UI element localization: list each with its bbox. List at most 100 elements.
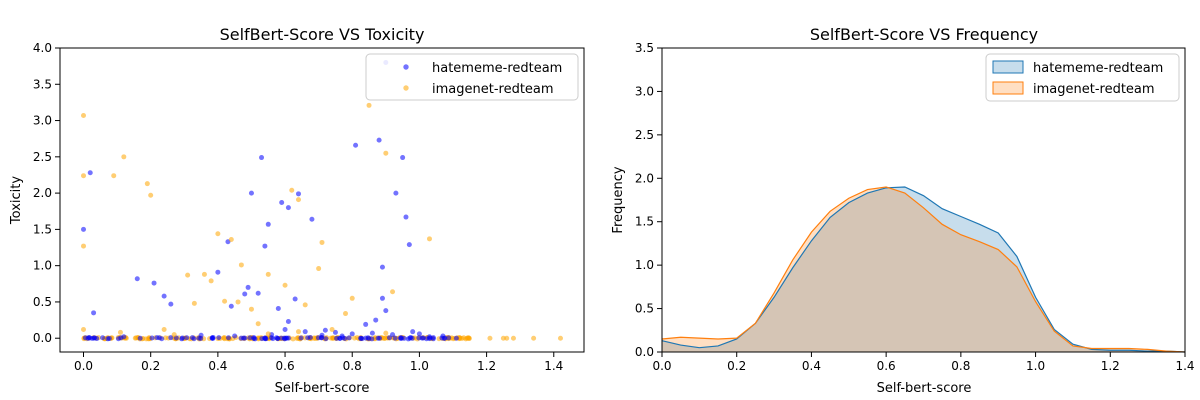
scatter-point-hatememe bbox=[369, 330, 375, 336]
kde-x-tick-label-6: 1.2 bbox=[1101, 359, 1120, 373]
scatter-x-tick-label-4: 0.8 bbox=[343, 359, 362, 373]
scatter-point-hatememe-band bbox=[238, 335, 244, 341]
scatter-point-hatememe bbox=[87, 170, 93, 176]
kde-x-axis-label: Self-bert-score bbox=[877, 381, 972, 396]
scatter-point-hatememe bbox=[245, 284, 251, 290]
scatter-point-imagenet-band bbox=[294, 335, 300, 341]
kde-legend-box bbox=[985, 53, 1180, 102]
kde-legend-patch-imagenet bbox=[992, 81, 1024, 95]
scatter-point-imagenet bbox=[208, 278, 214, 284]
scatter-point-imagenet bbox=[366, 102, 372, 108]
scatter-point-imagenet bbox=[121, 154, 127, 160]
scatter-point-hatememe-band bbox=[242, 335, 248, 341]
kde-line-imagenet bbox=[661, 186, 1186, 353]
scatter-point-hatememe bbox=[248, 190, 254, 196]
scatter-point-hatememe bbox=[292, 296, 298, 302]
scatter-legend-marker-imagenet bbox=[403, 85, 409, 91]
scatter-x-tick-label-6: 1.2 bbox=[477, 359, 496, 373]
scatter-point-hatememe-band bbox=[401, 335, 407, 341]
kde-x-tick-label-1: 0.2 bbox=[727, 359, 746, 373]
scatter-point-imagenet bbox=[255, 321, 261, 327]
scatter-point-hatememe bbox=[265, 221, 271, 227]
scatter-point-hatememe bbox=[440, 333, 446, 339]
scatter-point-hatememe-band bbox=[263, 336, 269, 342]
scatter-point-hatememe bbox=[353, 142, 359, 148]
scatter-point-imagenet bbox=[531, 335, 537, 341]
scatter-point-imagenet bbox=[302, 302, 308, 308]
scatter-point-imagenet bbox=[390, 289, 396, 295]
scatter-point-hatememe bbox=[81, 226, 87, 232]
scatter-point-hatememe bbox=[403, 214, 409, 220]
scatter-point-imagenet bbox=[295, 329, 301, 335]
scatter-point-imagenet bbox=[111, 173, 117, 179]
scatter-point-imagenet bbox=[383, 330, 389, 336]
scatter-point-hatememe bbox=[363, 321, 369, 327]
scatter-point-imagenet bbox=[235, 299, 241, 305]
scatter-point-hatememe bbox=[332, 329, 338, 335]
scatter-point-imagenet bbox=[265, 271, 271, 277]
scatter-point-hatememe bbox=[121, 334, 127, 340]
scatter-point-imagenet bbox=[81, 112, 87, 118]
scatter-point-hatememe bbox=[255, 290, 261, 296]
scatter-point-imagenet-band bbox=[461, 335, 467, 341]
scatter-point-imagenet-band bbox=[290, 336, 296, 342]
scatter-point-hatememe bbox=[390, 332, 396, 338]
scatter-point-imagenet-band bbox=[466, 335, 472, 341]
kde-y-axis-label: Frequency bbox=[611, 166, 626, 233]
scatter-point-hatememe bbox=[285, 205, 291, 211]
kde-y-tick-label-1: 0.5 bbox=[635, 302, 654, 316]
scatter-point-hatememe-band bbox=[392, 335, 398, 341]
scatter-point-hatememe-band bbox=[247, 335, 253, 341]
scatter-point-imagenet bbox=[148, 192, 154, 198]
scatter-point-imagenet bbox=[282, 282, 288, 288]
scatter-point-hatememe bbox=[426, 334, 432, 340]
scatter-legend-label-imagenet: imagenet-redteam bbox=[432, 82, 554, 97]
scatter-point-imagenet bbox=[289, 187, 295, 193]
scatter-point-hatememe-band bbox=[251, 335, 257, 341]
scatter-point-imagenet bbox=[228, 237, 234, 243]
scatter-point-hatememe bbox=[134, 276, 140, 282]
scatter-point-hatememe bbox=[228, 303, 234, 309]
scatter-y-tick-label-2: 1.0 bbox=[33, 259, 52, 273]
scatter-point-imagenet bbox=[81, 243, 87, 249]
scatter-point-hatememe bbox=[232, 333, 238, 339]
scatter-point-imagenet bbox=[81, 327, 87, 333]
scatter-point-hatememe bbox=[285, 319, 291, 325]
scatter-point-imagenet bbox=[504, 335, 510, 341]
scatter-point-hatememe-band bbox=[283, 335, 289, 341]
scatter-point-imagenet-band bbox=[222, 336, 228, 342]
scatter-point-hatememe-band bbox=[369, 336, 375, 342]
scatter-point-hatememe bbox=[400, 155, 406, 161]
scatter-x-tick-label-2: 0.4 bbox=[208, 359, 227, 373]
scatter-point-hatememe-band bbox=[94, 336, 100, 342]
scatter-x-tick-label-3: 0.6 bbox=[276, 359, 295, 373]
scatter-point-hatememe bbox=[406, 242, 412, 248]
scatter-point-imagenet bbox=[319, 239, 325, 245]
kde-plot-frame bbox=[661, 47, 1186, 353]
scatter-x-axis-label: Self-bert-score bbox=[275, 381, 370, 396]
scatter-point-imagenet bbox=[215, 231, 221, 237]
scatter-point-hatememe bbox=[393, 190, 399, 196]
kde-legend: hatememe-redteam imagenet-redteam bbox=[985, 53, 1180, 102]
scatter-point-imagenet bbox=[238, 262, 244, 268]
scatter-point-hatememe bbox=[242, 291, 248, 297]
scatter-point-hatememe-band bbox=[225, 335, 231, 341]
scatter-point-hatememe-band bbox=[365, 335, 371, 341]
scatter-point-hatememe-band bbox=[210, 336, 216, 342]
scatter-point-hatememe bbox=[379, 264, 385, 270]
kde-legend-label-hatememe: hatememe-redteam bbox=[1033, 61, 1163, 76]
kde-y-tick-label-6: 3.0 bbox=[635, 84, 654, 98]
scatter-y-tick-label-8: 4.0 bbox=[33, 41, 52, 55]
scatter-y-tick-label-0: 0.0 bbox=[33, 331, 52, 345]
scatter-point-hatememe bbox=[302, 329, 308, 335]
kde-x-tick-label-7: 1.4 bbox=[1175, 359, 1194, 373]
scatter-x-tick-label-5: 1.0 bbox=[410, 359, 429, 373]
scatter-point-imagenet bbox=[343, 311, 349, 317]
kde-y-tick-label-2: 1.0 bbox=[635, 258, 654, 272]
kde-area-imagenet bbox=[662, 186, 1185, 352]
scatter-legend-marker-hatememe bbox=[403, 64, 409, 70]
scatter-y-tick-label-7: 3.5 bbox=[33, 77, 52, 91]
scatter-point-hatememe bbox=[151, 280, 157, 286]
kde-legend-label-imagenet: imagenet-redteam bbox=[1033, 82, 1155, 97]
